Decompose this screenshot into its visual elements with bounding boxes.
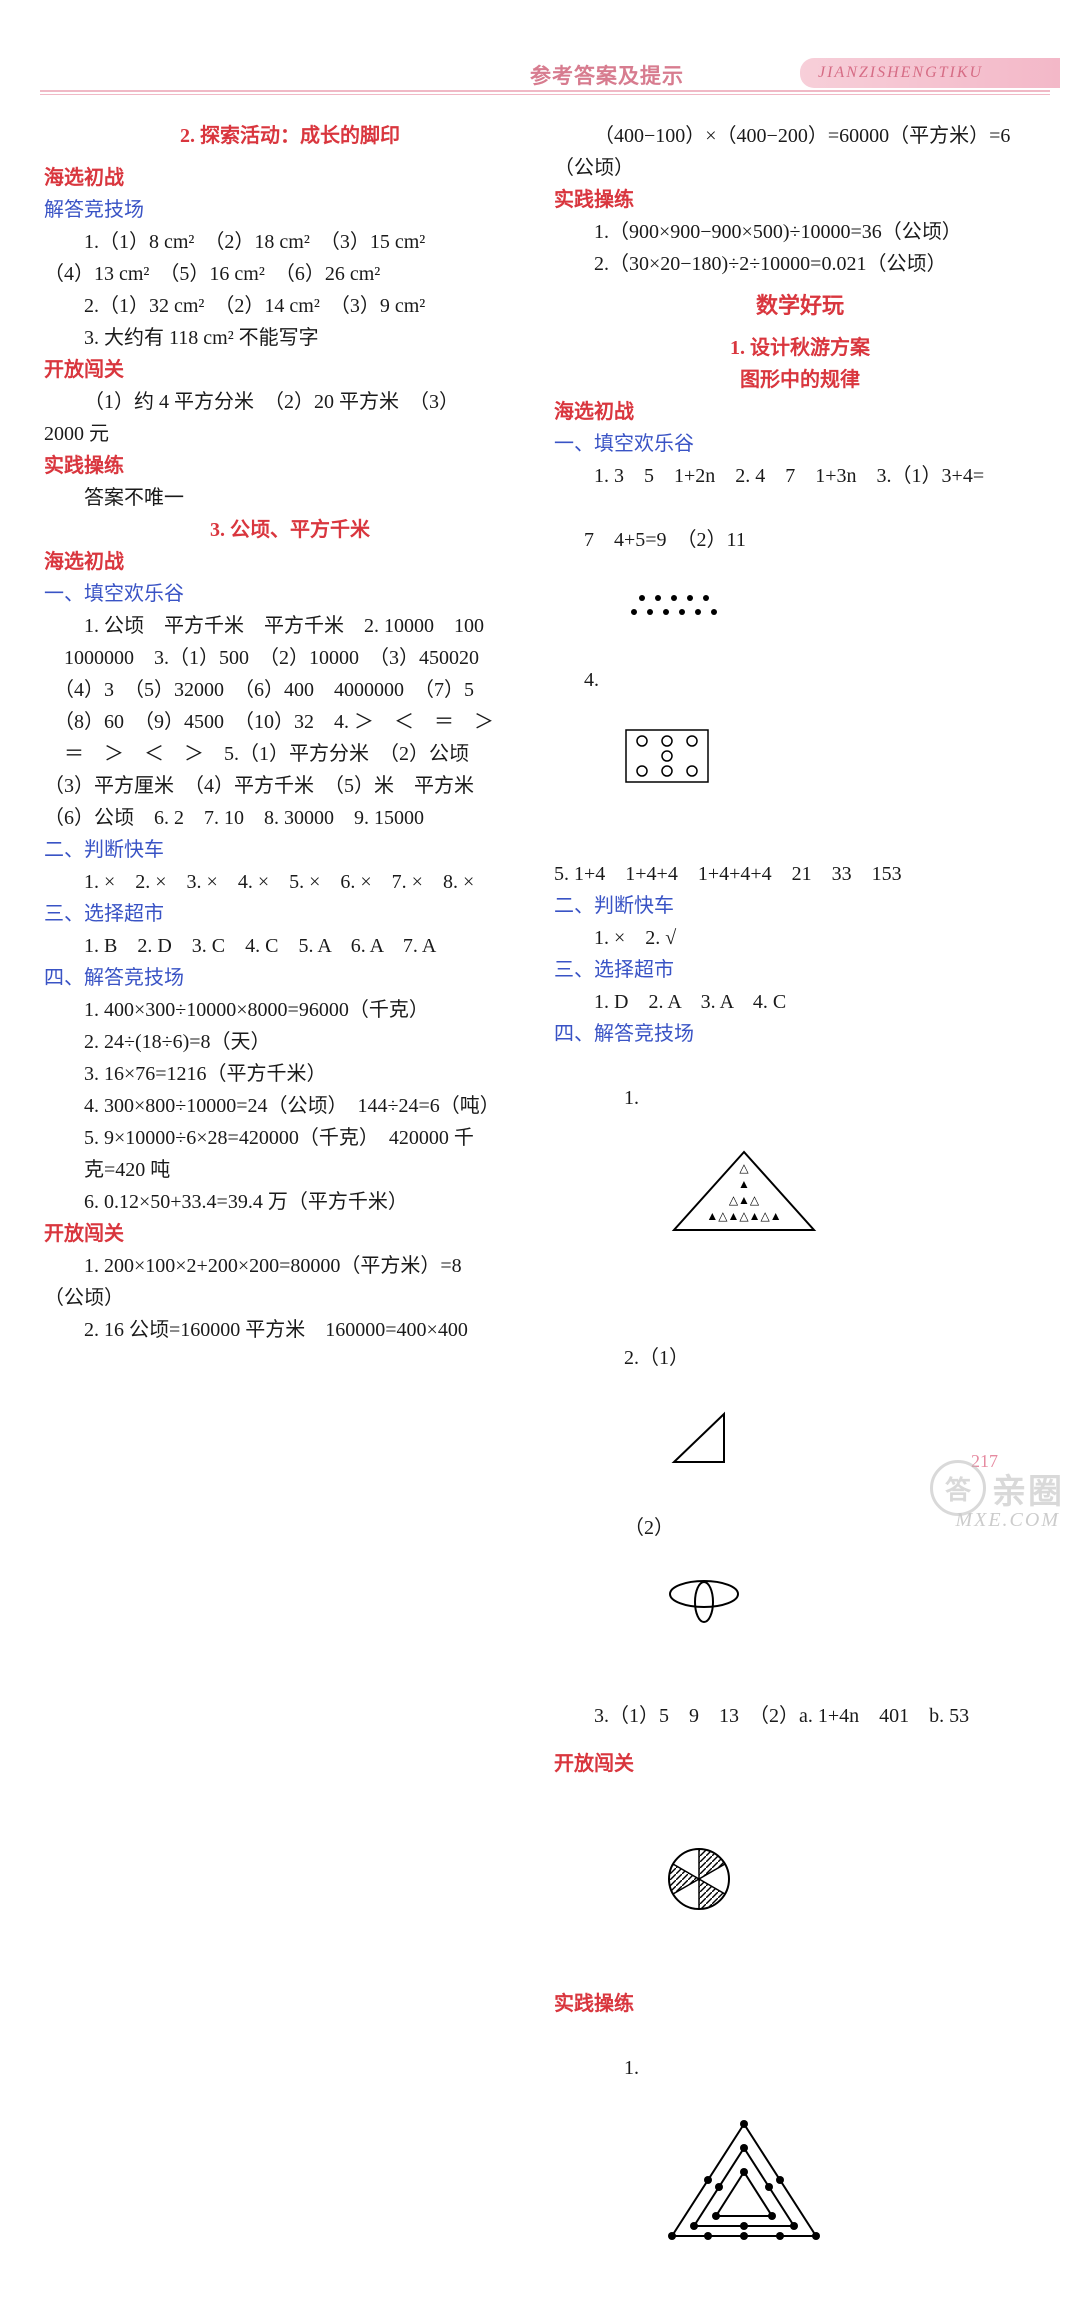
- heading-panduan: 二、判断快车: [554, 890, 1046, 922]
- answer-line: （6）公顷 6. 2 7. 10 8. 30000 9. 15000: [44, 802, 536, 834]
- heading-shuxue: 数学好玩: [554, 290, 1046, 322]
- heading-jieda: 解答竞技场: [44, 194, 536, 226]
- answer-line: （400−100）×（400−200）=60000（平方米）=6: [554, 120, 1046, 152]
- svg-text:△: △: [739, 1161, 749, 1175]
- answer-line: 1. 公顷 平方千米 平方千米 2. 10000 100: [44, 610, 536, 642]
- watermark-circle: 答: [930, 1460, 986, 1516]
- answer-line: （3）平方厘米 （4）平方千米 （5）米 平方米: [44, 770, 536, 802]
- answer-line: 3. 16×76=1216（平方千米）: [44, 1058, 536, 1090]
- right-column: （400−100）×（400−200）=60000（平方米）=6 （公顷） 实践…: [554, 120, 1046, 2320]
- content-columns: 2. 探索活动：成长的脚印 海选初战 解答竞技场 1.（1）8 cm² （2）1…: [44, 120, 1046, 2320]
- hatched-circle-icon: [624, 1812, 734, 1956]
- heading-haixuan: 海选初战: [44, 162, 536, 194]
- answer-line: 1.（900×900−900×500)÷10000=36（公顷）: [554, 216, 1046, 248]
- nested-triangles-icon: [624, 2084, 824, 2288]
- answer-line: 1. 200×100×2+200×200=80000（平方米）=8: [44, 1250, 536, 1282]
- heading-tuxing: 图形中的规律: [554, 364, 1046, 396]
- watermark-text: 亲圈: [992, 1464, 1064, 1513]
- answer-line: 2000 元: [44, 418, 536, 450]
- answer-line: 2. 16 公顷=160000 平方米 160000=400×400: [44, 1314, 536, 1346]
- heading-jieda: 四、解答竞技场: [554, 1018, 1046, 1050]
- right-triangle-icon: [624, 1374, 734, 1512]
- sec3-title: 3. 公顷、平方千米: [44, 514, 536, 546]
- heading-haixuan: 海选初战: [44, 546, 536, 578]
- answer-line: 5. 1+4 1+4+4 1+4+4+4 21 33 153: [554, 858, 1046, 890]
- svg-text:△▲△: △▲△: [729, 1193, 760, 1207]
- heading-sheji: 1. 设计秋游方案: [554, 332, 1046, 364]
- heading-shijian: 实践操练: [554, 1988, 1046, 2020]
- answer-line-with-figure: 1. △ ▲ △▲△ ▲△▲△▲△▲: [554, 1050, 1046, 1310]
- heading-tiankong: 一、填空欢乐谷: [554, 428, 1046, 460]
- answer-line: 1. × 2. × 3. × 4. × 5. × 6. × 7. × 8. ×: [44, 866, 536, 898]
- answer-line: 答案不唯一: [44, 482, 536, 514]
- watermark-url: MXE.COM: [955, 1509, 1060, 1532]
- heading-xuanze: 三、选择超市: [44, 898, 536, 930]
- svg-text:▲: ▲: [738, 1177, 750, 1191]
- answer-line: （公顷）: [554, 152, 1046, 184]
- answer-line: 1000000 3.（1）500 （2）10000 （3）450020: [44, 642, 536, 674]
- heading-kaifang: 开放闯关: [554, 1748, 1046, 1780]
- heading-panduan: 二、判断快车: [44, 834, 536, 866]
- watermark: 答 亲圈: [930, 1460, 1064, 1516]
- answer-line: （4）3 （5）32000 （6）400 4000000 （7）5: [44, 674, 536, 706]
- answer-line: 3. 大约有 118 cm² 不能写字: [44, 322, 536, 354]
- page-header-pinyin: JIANZISHENGTIKU: [800, 58, 1060, 88]
- answer-line: ＝ ＞ ＜ ＞ 5.（1）平方分米 （2）公顷: [44, 738, 536, 770]
- svg-text:▲△▲△▲△▲: ▲△▲△▲△▲: [706, 1209, 781, 1223]
- page-header-title: 参考答案及提示: [530, 60, 684, 90]
- dots-pattern-icon: [584, 556, 734, 664]
- sec2-title: 2. 探索活动：成长的脚印: [44, 120, 536, 152]
- heading-shijian: 实践操练: [554, 184, 1046, 216]
- heading-tiankong: 一、填空欢乐谷: [44, 578, 536, 610]
- triangle-pattern-icon: △ ▲ △▲△ ▲△▲△▲△▲: [624, 1114, 824, 1278]
- answer-line: 1. 400×300÷10000×8000=96000（千克）: [44, 994, 536, 1026]
- heading-shijian: 实践操练: [44, 450, 536, 482]
- answer-line: （4）13 cm² （5）16 cm² （6）26 cm²: [44, 258, 536, 290]
- ellipse-cross-icon: [624, 1544, 744, 1668]
- answer-line: 克=420 吨: [44, 1154, 536, 1186]
- answer-line: （1）约 4 平方分米 （2）20 平方米 （3）: [44, 386, 536, 418]
- answer-line: （8）60 （9）4500 （10）32 4. ＞ ＜ ＝ ＞: [44, 706, 536, 738]
- answer-line-with-figures: 7 4+5=9 （2）11 4.: [554, 492, 1046, 858]
- answer-figure: [554, 1780, 1046, 1988]
- answer-line: 1. 3 5 1+2n 2. 4 7 1+3n 3.（1）3+4=: [554, 460, 1046, 492]
- box-pattern-icon: [584, 696, 710, 826]
- heading-jieda: 四、解答竞技场: [44, 962, 536, 994]
- answer-line: 3.（1）5 9 13 （2）a. 1+4n 401 b. 53: [554, 1700, 1046, 1732]
- text-fragment: 4.: [584, 669, 599, 691]
- text-fragment: 1.: [624, 2057, 639, 2079]
- text-fragment: 1.: [624, 1087, 639, 1109]
- answer-line: 6. 0.12×50+33.4=39.4 万（平方千米）: [44, 1186, 536, 1218]
- answer-line: 1. D 2. A 3. A 4. C: [554, 986, 1046, 1018]
- text-fragment: 7 4+5=9 （2）11: [584, 529, 746, 551]
- heading-kaifang: 开放闯关: [44, 1218, 536, 1250]
- heading-xuanze: 三、选择超市: [554, 954, 1046, 986]
- answer-line-with-figure: 1.: [554, 2020, 1046, 2320]
- answer-line: 5. 9×10000÷6×28=420000（千克） 420000 千: [44, 1122, 536, 1154]
- answer-line: 1. B 2. D 3. C 4. C 5. A 6. A 7. A: [44, 930, 536, 962]
- answer-line: （公顷）: [44, 1282, 536, 1314]
- text-fragment: 2.（1）: [624, 1347, 689, 1369]
- heading-kaifang: 开放闯关: [44, 354, 536, 386]
- answer-line: 4. 300×800÷10000=24（公顷） 144÷24=6（吨）: [44, 1090, 536, 1122]
- heading-haixuan: 海选初战: [554, 396, 1046, 428]
- answer-line: 2.（30×20−180)÷2÷10000=0.021（公顷）: [554, 248, 1046, 280]
- answer-line: 1. × 2. √: [554, 922, 1046, 954]
- answer-line: 2. 24÷(18÷6)=8（天）: [44, 1026, 536, 1058]
- answer-line: 2.（1）32 cm² （2）14 cm² （3）9 cm²: [44, 290, 536, 322]
- answer-line: 1.（1）8 cm² （2）18 cm² （3）15 cm²: [44, 226, 536, 258]
- left-column: 2. 探索活动：成长的脚印 海选初战 解答竞技场 1.（1）8 cm² （2）1…: [44, 120, 536, 2320]
